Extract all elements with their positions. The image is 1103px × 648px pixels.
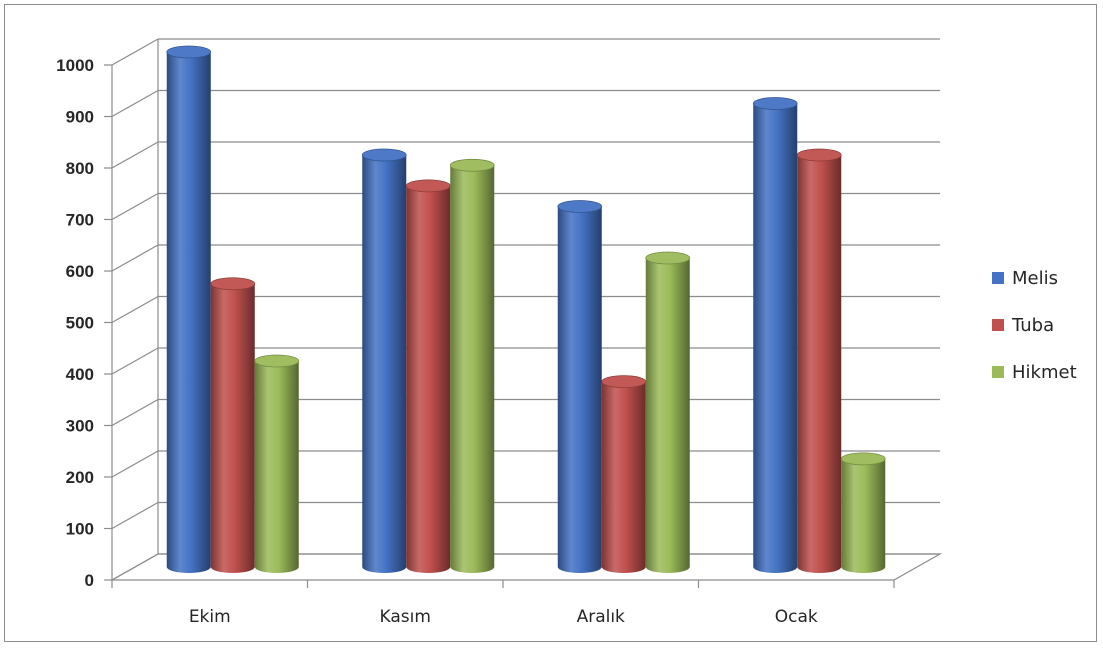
bar-top <box>449 158 495 172</box>
y-tick-label: 700 <box>66 211 94 230</box>
bar-body <box>797 155 842 573</box>
bar <box>166 45 212 573</box>
legend: Melis Tuba Hikmet <box>992 268 1077 383</box>
legend-swatch <box>992 272 1004 284</box>
gridline-depth <box>111 295 159 324</box>
bar-top <box>557 200 603 213</box>
bar <box>557 200 603 573</box>
bar-body <box>753 103 798 573</box>
y-tick-label: 1000 <box>56 56 94 75</box>
bar <box>645 251 691 573</box>
y-tick-label: 900 <box>66 108 94 127</box>
bar <box>361 148 407 573</box>
y-axis: 0 100 200 300 400 500 600 700 800 900 1000 <box>56 56 112 590</box>
bar-body <box>601 381 646 573</box>
bar-top <box>405 179 451 193</box>
gridline-depth <box>111 450 159 478</box>
bar-top <box>254 354 300 368</box>
legend-swatch <box>992 366 1004 378</box>
legend-label: Melis <box>1012 268 1058 289</box>
bar-body <box>450 165 495 574</box>
y-tick-label: 300 <box>66 417 94 436</box>
gridline-depth <box>111 244 159 272</box>
bar-body <box>645 258 690 573</box>
gridline-depth <box>111 141 159 169</box>
y-tick-label: 400 <box>66 365 94 384</box>
y-tick-label: 0 <box>85 571 94 590</box>
bar <box>840 452 886 573</box>
x-category-label: Ekim <box>189 607 231 627</box>
bar-body <box>841 458 886 573</box>
bar-top <box>645 251 691 265</box>
bar-top <box>361 148 407 162</box>
x-axis: Ekim Kasım Aralık Ocak <box>111 580 895 627</box>
y-tick-label: 200 <box>66 468 94 487</box>
x-category-label: Ocak <box>775 607 818 627</box>
bar-top <box>840 452 886 466</box>
x-category-label: Aralık <box>577 607 625 627</box>
gridline-depth <box>111 89 159 118</box>
bar-top <box>601 375 647 389</box>
gridline-depth <box>111 38 159 66</box>
bar <box>752 97 798 573</box>
bar <box>405 179 451 573</box>
legend-swatch <box>992 319 1004 331</box>
bar-body <box>406 185 451 573</box>
bar-top <box>752 97 798 110</box>
bar <box>449 158 495 574</box>
x-category-label: Kasım <box>380 607 431 627</box>
y-tick-label: 600 <box>66 262 94 281</box>
legend-label: Hikmet <box>1012 362 1077 383</box>
bar-body <box>166 52 211 573</box>
gridline-depth <box>111 347 159 375</box>
bar <box>601 375 647 573</box>
bar <box>796 148 842 573</box>
bars <box>166 45 886 574</box>
y-tick-label: 100 <box>66 520 94 539</box>
gridline-depth <box>111 553 159 581</box>
gridline-depth <box>111 398 159 427</box>
gridline-depth <box>111 192 159 221</box>
bar <box>210 277 256 573</box>
legend-label: Tuba <box>1011 315 1054 336</box>
y-tick-label: 500 <box>66 314 94 333</box>
bar-body <box>210 283 255 573</box>
bar <box>254 354 300 573</box>
gridline-depth <box>111 501 159 530</box>
bar-body <box>362 155 407 573</box>
bar-top <box>166 45 212 59</box>
y-tick-label: 800 <box>66 159 94 178</box>
bar-body <box>254 361 299 573</box>
bar-top <box>210 277 256 291</box>
bar-top <box>796 148 842 162</box>
bar-body <box>557 206 602 573</box>
